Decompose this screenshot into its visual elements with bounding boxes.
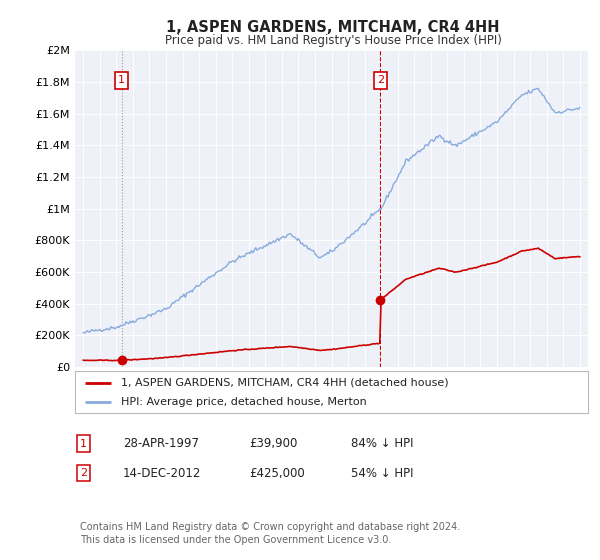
Text: HPI: Average price, detached house, Merton: HPI: Average price, detached house, Mert… (121, 397, 367, 407)
Text: 2: 2 (377, 76, 384, 86)
Text: 1: 1 (80, 438, 87, 449)
Text: 1: 1 (118, 76, 125, 86)
Text: £39,900: £39,900 (249, 437, 298, 450)
Text: Contains HM Land Registry data © Crown copyright and database right 2024.
This d: Contains HM Land Registry data © Crown c… (80, 522, 460, 545)
Text: 84% ↓ HPI: 84% ↓ HPI (351, 437, 413, 450)
Text: 14-DEC-2012: 14-DEC-2012 (123, 466, 202, 480)
Text: 1, ASPEN GARDENS, MITCHAM, CR4 4HH: 1, ASPEN GARDENS, MITCHAM, CR4 4HH (166, 20, 500, 35)
Text: Price paid vs. HM Land Registry's House Price Index (HPI): Price paid vs. HM Land Registry's House … (164, 34, 502, 46)
Text: £425,000: £425,000 (249, 466, 305, 480)
Text: 28-APR-1997: 28-APR-1997 (123, 437, 199, 450)
Text: 2: 2 (80, 468, 87, 478)
Text: 1, ASPEN GARDENS, MITCHAM, CR4 4HH (detached house): 1, ASPEN GARDENS, MITCHAM, CR4 4HH (deta… (121, 377, 449, 388)
Text: 54% ↓ HPI: 54% ↓ HPI (351, 466, 413, 480)
